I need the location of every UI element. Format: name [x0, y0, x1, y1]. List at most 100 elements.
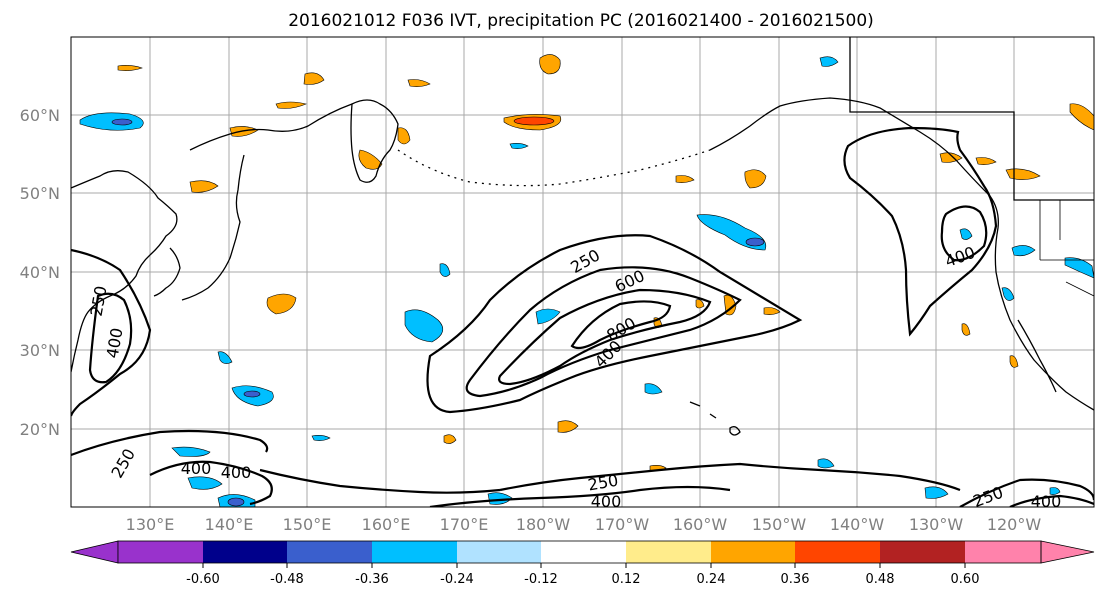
lat-label: 40°N [20, 263, 60, 282]
colorbar-segment [203, 541, 287, 563]
colorbar-frame [117, 540, 1042, 564]
coastline-us-border [849, 37, 1094, 201]
precip-pos-patch [675, 175, 695, 183]
colorbar-segment [372, 541, 457, 563]
ivt-contour-south-3 [259, 468, 501, 494]
lat-label: 60°N [20, 106, 60, 125]
precip-neg-patch [535, 308, 561, 325]
ivt-contour-800 [570, 300, 672, 350]
precip-pos-patch [443, 434, 457, 444]
contour-label-inline: 400 [221, 463, 252, 482]
precip-neg-patch [644, 383, 663, 395]
lon-label: 140°E [205, 515, 254, 534]
precip-pos-patch [744, 169, 767, 189]
colorbar-tick-label: -0.60 [186, 572, 220, 587]
lat-label: 20°N [20, 420, 60, 439]
colorbar-segment [457, 541, 541, 563]
coastline-baja [1017, 319, 1057, 393]
coastline-kamchatka [350, 99, 399, 183]
coastline-us-states [1039, 200, 1094, 297]
colorbar-tick-label: 0.60 [951, 572, 980, 587]
precip-neg-patch [243, 390, 261, 398]
colorbar-over-arrow [1040, 540, 1095, 564]
colorbar-segment [541, 541, 626, 563]
precip-pos-patch [539, 54, 561, 75]
coastline-japan [181, 154, 245, 301]
colorbar-tick-label: -0.48 [270, 572, 304, 587]
map-frame [70, 36, 1095, 508]
precip-neg-patch [1001, 287, 1015, 301]
precip-neg-patch [79, 112, 144, 131]
precip-pos-patch [695, 299, 705, 309]
ivt-contour-south-2 [149, 460, 273, 506]
precip-pos-patch [513, 116, 555, 126]
lon-label: 130°E [126, 515, 175, 534]
ivt-contour-west-inner [88, 292, 133, 384]
coastline-aleutians [397, 149, 711, 187]
ivt-contours [71, 126, 1094, 507]
lat-label: 30°N [20, 341, 60, 360]
colorbar-tick-label: -0.12 [524, 572, 558, 587]
ivt-contour-ne [843, 126, 998, 337]
lon-label: 130°W [909, 515, 964, 534]
colorbar-tick-labels: -0.60 -0.48 -0.36 -0.24 -0.12 0.12 0.24 … [186, 572, 979, 587]
precip-pos-patch [557, 420, 579, 433]
latitude-labels: 60°N 50°N 40°N 30°N 20°N [20, 106, 60, 439]
precip-neg-patch [187, 476, 223, 490]
coastline-korea [153, 247, 181, 297]
precip-patches [79, 54, 1094, 507]
ivt-contour-west [71, 248, 152, 417]
figure-title: 2016021012 F036 IVT, precipitation PC (2… [288, 11, 874, 31]
ivt-contour-south-4 [499, 462, 961, 492]
colorbar-segment [118, 541, 203, 563]
coastline-alaska [709, 97, 1094, 411]
precip-pos-patch [189, 180, 219, 193]
colorbar-ticks [202, 563, 966, 568]
contour-label: 400 [1031, 492, 1062, 511]
lon-label: 150°W [752, 515, 807, 534]
precip-pos-patch [275, 101, 307, 109]
lon-label: 120°W [987, 515, 1042, 534]
coastlines [71, 37, 1094, 436]
precip-neg-patch [817, 458, 835, 469]
precip-neg-patch [171, 446, 211, 457]
colorbar-tick-label: 0.24 [697, 572, 726, 587]
map-content: 250 600 800 400 250 400 400 250 400 250 … [71, 37, 1094, 511]
colorbar-tick-label: 0.12 [612, 572, 641, 587]
graticule [71, 37, 1094, 507]
precip-pos-patch [397, 127, 411, 145]
ivt-contour-se-2 [1009, 494, 1094, 507]
ivt-contour-south [71, 429, 269, 457]
precip-pos-patch [266, 293, 297, 315]
lon-label: 180°W [516, 515, 571, 534]
precip-neg-patch [404, 309, 444, 343]
colorbar-tick-label: -0.36 [355, 572, 389, 587]
lon-label: 170°W [595, 515, 650, 534]
colorbar: -0.60 -0.48 -0.36 -0.24 -0.12 0.12 0.24 … [70, 540, 1095, 587]
coastline-siberia [189, 103, 353, 151]
coastline-hawaii [689, 401, 741, 436]
precip-neg-patch [509, 143, 529, 149]
lon-label: 170°E [440, 515, 489, 534]
colorbar-segment [626, 541, 711, 563]
precip-pos-patch [961, 323, 971, 336]
colorbar-under-arrow [70, 540, 119, 564]
contour-label: 400 [591, 492, 622, 511]
colorbar-segment [711, 541, 795, 563]
precip-pos-patch [975, 157, 997, 165]
precip-neg-patch [111, 118, 133, 126]
colorbar-segment [965, 541, 1041, 563]
colorbar-tick-label: 0.36 [781, 572, 810, 587]
precip-neg-patch [1049, 487, 1061, 495]
precip-neg-patch [217, 351, 233, 364]
precip-neg-patch [1064, 257, 1094, 279]
precip-neg-patch [311, 435, 331, 441]
precip-pos-patch [1069, 103, 1094, 131]
precip-neg-patch [745, 237, 765, 247]
precip-neg-patch [819, 56, 839, 67]
colorbar-tick-label: -0.24 [440, 572, 474, 587]
precip-pos-patch [407, 79, 431, 87]
colorbar-segment [795, 541, 880, 563]
longitude-labels: 130°E 140°E 150°E 160°E 170°E 180°W 170°… [126, 515, 1042, 534]
